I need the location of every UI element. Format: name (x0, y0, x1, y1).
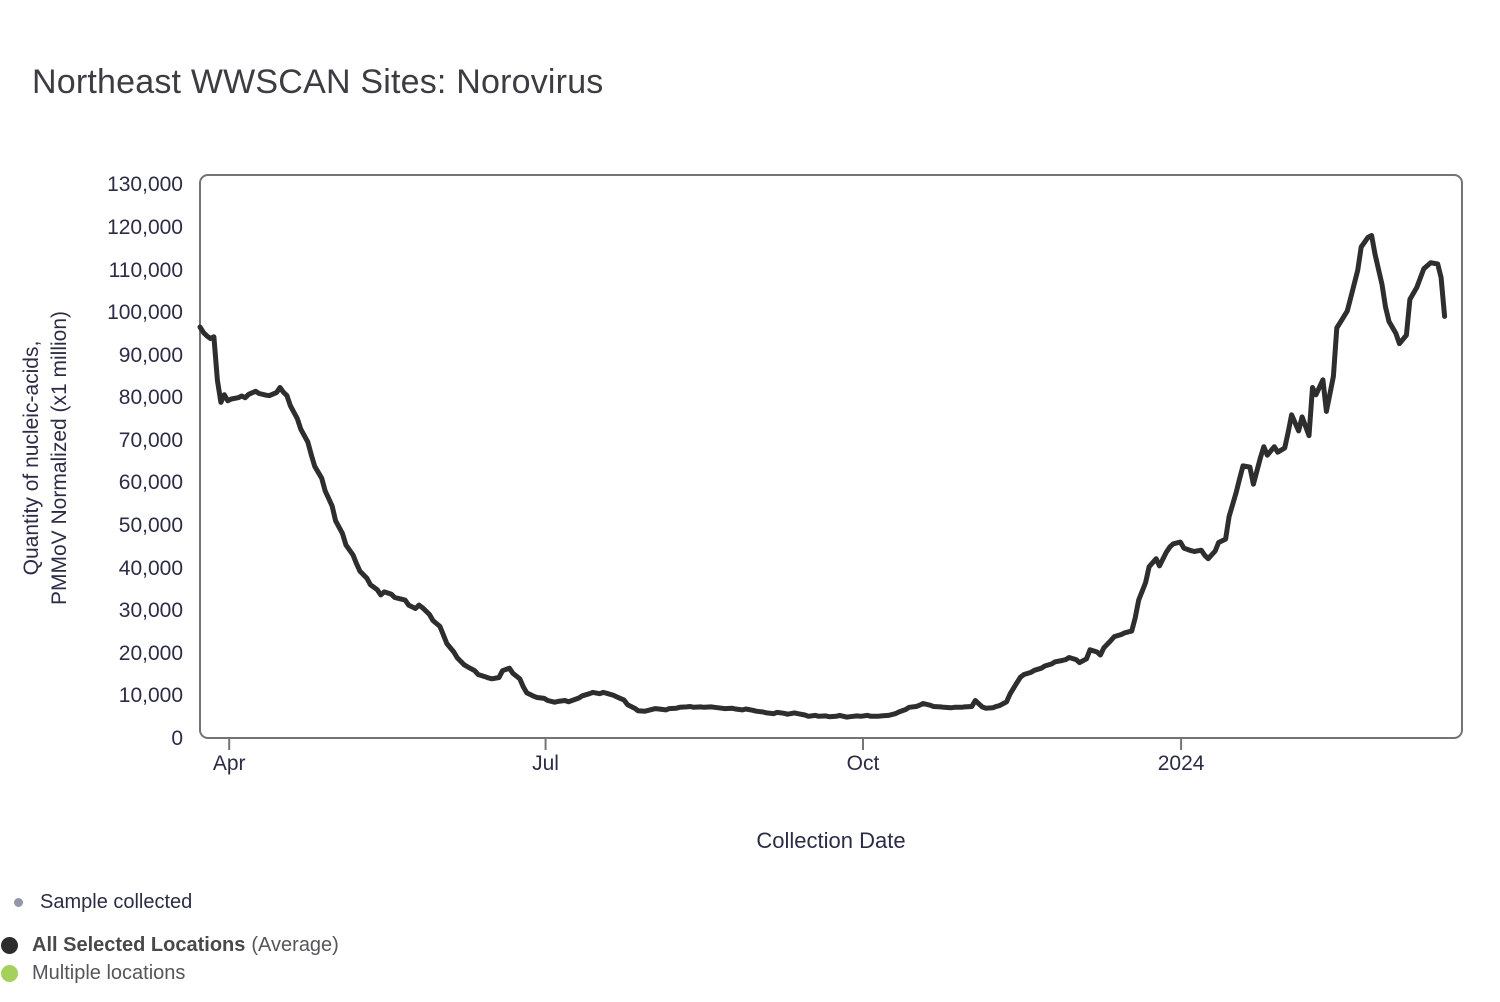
y-tick-label: 0 (171, 727, 183, 750)
series-line-all-selected-locations (197, 233, 1448, 720)
y-tick-label: 90,000 (118, 343, 183, 367)
y-tick-label: 70,000 (118, 428, 183, 452)
x-axis-title: Collection Date (756, 828, 906, 853)
legend-row-all-selected-locations: All Selected Locations (Average) (1, 933, 339, 957)
y-tick-label: 40,000 (118, 556, 183, 580)
y-tick-label: 60,000 (118, 471, 183, 495)
all-selected-locations-dot-icon (1, 936, 18, 954)
legend-row-sample-collected: Sample collected (14, 890, 192, 914)
plot-border (199, 174, 1463, 739)
y-tick-label: 50,000 (118, 514, 183, 538)
y-tick-label: 120,000 (107, 215, 183, 239)
y-tick-label: 130,000 (107, 173, 183, 197)
legend-row-multiple-locations: Multiple locations (1, 961, 185, 985)
x-tick-label: Oct (846, 752, 880, 775)
y-tick-label: 20,000 (118, 641, 183, 665)
y-tick-label: 110,000 (108, 258, 183, 282)
page-title: Northeast WWSCAN Sites: Norovirus (32, 62, 604, 101)
legend-label-average-suffix: (Average) (251, 933, 339, 956)
legend-label-all-selected-locations: All Selected Locations (32, 933, 246, 956)
y-tick-label: 10,000 (118, 684, 183, 708)
sample-collected-dot-icon (14, 897, 23, 907)
legend-label-sample-collected: Sample collected (40, 890, 193, 913)
y-tick-label: 100,000 (107, 301, 183, 325)
x-tick-label: 2024 (1157, 752, 1205, 775)
x-tick-label: Jul (532, 752, 559, 775)
y-tick-label: 30,000 (118, 599, 183, 623)
x-tick-label: Apr (212, 752, 246, 775)
multiple-locations-dot-icon (1, 964, 18, 982)
y-tick-label: 80,000 (118, 386, 183, 410)
legend-label-multiple-locations: Multiple locations (32, 961, 186, 984)
